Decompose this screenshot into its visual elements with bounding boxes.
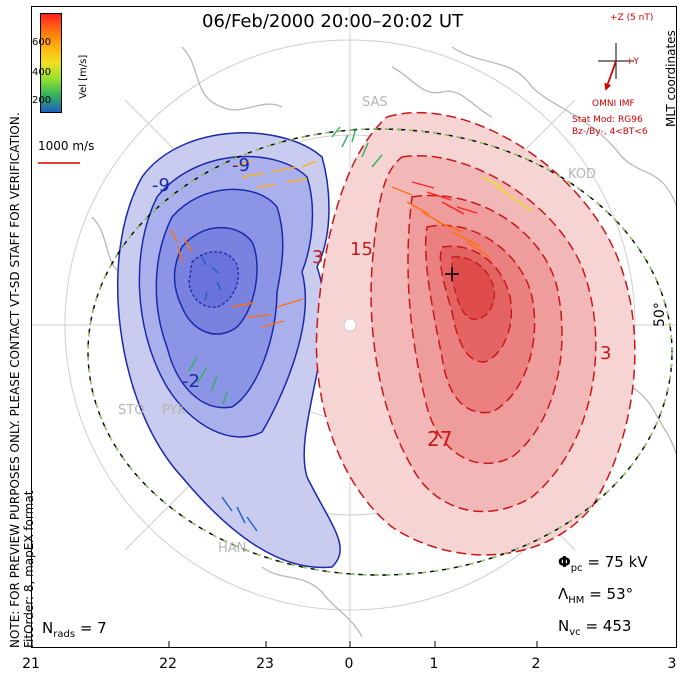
nvc-value: = 453 <box>585 617 632 635</box>
contour-label: 3 <box>312 247 324 268</box>
imf-dial <box>598 43 634 91</box>
station-label-kod: KOD <box>568 167 597 182</box>
lambda-hm-stat: ΛHM = 53° <box>558 585 633 606</box>
convection-map <box>32 7 676 647</box>
lambda-hm-value: = 53° <box>589 585 634 603</box>
nrads-value: = 7 <box>79 619 107 637</box>
mlt-tick-2: 2 <box>531 656 541 672</box>
contour-label: 15 <box>350 239 373 260</box>
contour-label: 3 <box>600 343 612 364</box>
side-note-line1: NOTE: FOR PREVIEW PURPOSES ONLY. PLEASE … <box>8 112 22 648</box>
positive-convection-cell <box>315 111 636 556</box>
mlt-tick-21: 21 <box>22 656 40 672</box>
scale-label: 1000 m/s <box>38 139 95 153</box>
mlt-tickmarks <box>32 641 538 647</box>
contour-label: 27 <box>427 427 453 451</box>
nvc-symbol: N <box>558 617 570 635</box>
side-note-line2: FitOrder: 8, mapEX format <box>22 490 36 648</box>
latitude-label: 50° <box>652 302 668 327</box>
contour-label: -9 <box>152 175 170 196</box>
nrads-stat: Nrads = 7 <box>42 619 107 640</box>
colorbar-gradient <box>41 14 61 112</box>
nrads-subscript: rads <box>53 629 76 640</box>
lambda-hm-subscript: HM <box>568 595 585 606</box>
colorbar-tick: 600 <box>32 37 52 48</box>
contour-label: -2 <box>182 371 200 392</box>
station-label-sto: STO <box>118 403 145 418</box>
contour-label: -9 <box>232 155 250 176</box>
nvc-subscript: vc <box>569 627 581 638</box>
negative-convection-cell <box>116 132 341 569</box>
map-title: 06/Feb/2000 20:00–20:02 UT <box>202 11 464 32</box>
mlt-tick-3: 3 <box>667 656 677 672</box>
phi-pc-stat: Φpc = 75 kV <box>558 553 648 574</box>
mlt-tick-1: 1 <box>429 656 439 672</box>
phi-pc-value: = 75 kV <box>587 553 648 571</box>
station-label-pyk: PYK <box>162 403 187 418</box>
phi-pc-symbol: Φ <box>558 553 571 571</box>
colorbar-title: Vel [m/s] <box>78 54 89 99</box>
imf-model: Stat Mod: RG96 <box>572 115 643 125</box>
lambda-hm-symbol: Λ <box>558 585 569 603</box>
nvc-stat: Nvc = 453 <box>558 617 631 638</box>
phi-pc-subscript: pc <box>570 563 583 574</box>
nrads-symbol: N <box>42 619 54 637</box>
coord-label: MLT coordinates <box>664 30 677 127</box>
colorbar <box>40 13 62 113</box>
potential-max-marker <box>445 267 459 281</box>
imf-axis-y: +Y <box>626 57 640 67</box>
imf-axis-z: +Z (5 nT) <box>610 13 654 23</box>
station-label-sas: SAS <box>362 95 388 110</box>
side-note: NOTE: FOR PREVIEW PURPOSES ONLY. PLEASE … <box>8 112 36 648</box>
colorbar-tick: 400 <box>32 67 52 78</box>
imf-condition: Bz-/By-, 4<BT<6 <box>572 127 648 137</box>
colorbar-tick: 200 <box>32 95 52 106</box>
pole-marker <box>343 318 357 332</box>
imf-source: OMNI IMF <box>592 99 635 109</box>
mlt-tick-23: 23 <box>256 656 274 672</box>
velocity-vectors <box>170 126 533 532</box>
station-label-han: HAN <box>218 541 247 556</box>
mlt-tick-0: 0 <box>344 656 354 672</box>
map-frame: 600 400 200 Vel [m/s] 06/Feb/2000 20:00–… <box>31 6 677 648</box>
boundary-overlay <box>87 128 673 576</box>
mlt-tick-22: 22 <box>159 656 177 672</box>
